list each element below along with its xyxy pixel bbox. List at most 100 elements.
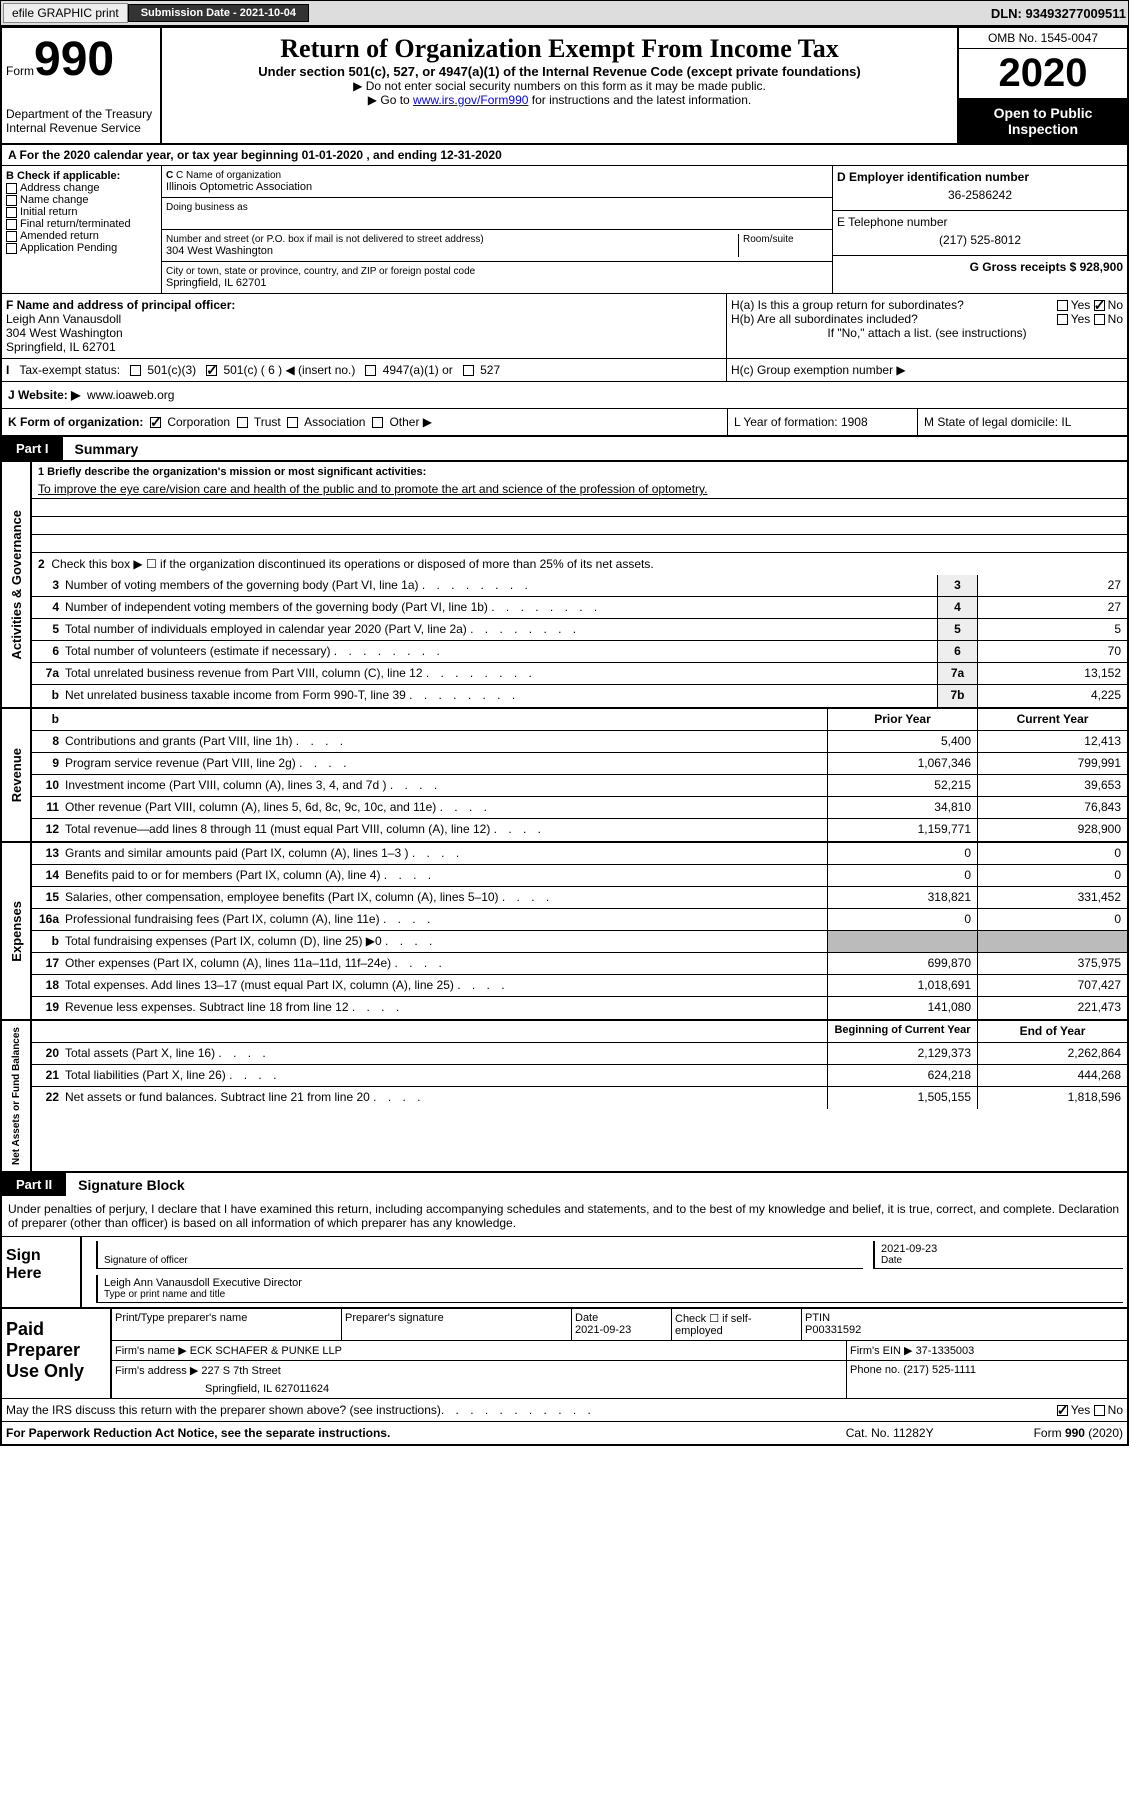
chk-name[interactable] [6, 195, 17, 206]
vlabel-expenses: Expenses [7, 895, 26, 968]
main-title: Return of Organization Exempt From Incom… [168, 34, 951, 64]
current-20: 2,262,864 [977, 1043, 1127, 1064]
prior-9: 1,067,346 [827, 753, 977, 774]
footer-left: For Paperwork Reduction Act Notice, see … [6, 1426, 390, 1440]
discuss-text: May the IRS discuss this return with the… [6, 1403, 441, 1417]
col-c: C C Name of organizationIllinois Optomet… [162, 166, 832, 293]
mission-text: To improve the eye care/vision care and … [32, 482, 1127, 499]
chk-assoc[interactable] [287, 417, 298, 428]
current-17: 375,975 [977, 953, 1127, 974]
prior-21: 624,218 [827, 1065, 977, 1086]
hdr-end: End of Year [977, 1021, 1127, 1042]
form-label: Form [6, 64, 34, 78]
org-city: Springfield, IL 62701 [166, 277, 828, 289]
dln-text: DLN: 93493277009511 [991, 6, 1126, 21]
chk-hb-no[interactable] [1094, 314, 1105, 325]
org-name: Illinois Optometric Association [166, 181, 828, 193]
footer: For Paperwork Reduction Act Notice, see … [2, 1421, 1127, 1444]
ein: 36-2586242 [837, 184, 1123, 206]
tax-status-cell: I Tax-exempt status: 501(c)(3) 501(c) ( … [2, 359, 727, 381]
part1-title: Summary [63, 441, 139, 457]
firm-phone: (217) 525-1111 [903, 1364, 976, 1376]
ptin: P00331592 [805, 1324, 861, 1336]
chk-other[interactable] [372, 417, 383, 428]
chk-corp[interactable] [150, 417, 161, 428]
k-cell: K Form of organization: Corporation Trus… [2, 409, 727, 435]
form-number: 990 [34, 33, 114, 86]
inspection-label: Open to Public Inspection [959, 99, 1127, 143]
part1-tab: Part I [2, 437, 63, 460]
perjury-text: Under penalties of perjury, I declare th… [2, 1196, 1127, 1236]
subtitle: Under section 501(c), 527, or 4947(a)(1)… [168, 64, 951, 79]
current-9: 799,991 [977, 753, 1127, 774]
chk-ha-yes[interactable] [1057, 300, 1068, 311]
title-cell: Return of Organization Exempt From Incom… [162, 28, 957, 143]
omb: OMB No. 1545-0047 [959, 28, 1127, 49]
current-14: 0 [977, 865, 1127, 886]
hdr-prior: Prior Year [827, 709, 977, 730]
part2-header: Part II Signature Block [2, 1171, 1127, 1196]
org-address: 304 West Washington [166, 245, 738, 257]
row-a: A For the 2020 calendar year, or tax yea… [2, 145, 1127, 166]
chk-hb-yes[interactable] [1057, 314, 1068, 325]
prior-14: 0 [827, 865, 977, 886]
prior-16a: 0 [827, 909, 977, 930]
prior-11: 34,810 [827, 797, 977, 818]
current-15: 331,452 [977, 887, 1127, 908]
efile-button[interactable]: efile GRAPHIC print [3, 3, 128, 23]
prior-22: 1,505,155 [827, 1087, 977, 1109]
chk-4947[interactable] [365, 365, 376, 376]
l-cell: L Year of formation: 1908 [727, 409, 917, 435]
chk-527[interactable] [463, 365, 474, 376]
line2-text: Check this box ▶ ☐ if the organization d… [51, 557, 653, 571]
form-990: Form990 Department of the Treasury Inter… [0, 26, 1129, 1446]
hdr-begin: Beginning of Current Year [827, 1021, 977, 1042]
prior-13: 0 [827, 843, 977, 864]
dept-label: Department of the Treasury [6, 107, 156, 121]
irs-label: Internal Revenue Service [6, 121, 156, 135]
officer-name: Leigh Ann Vanausdoll Executive Director [104, 1277, 1121, 1289]
firm-ein: 37-1335003 [916, 1345, 975, 1357]
prior-10: 52,215 [827, 775, 977, 796]
submission-button[interactable]: Submission Date - 2021-10-04 [128, 4, 309, 22]
gross-receipts: G Gross receipts $ 928,900 [970, 260, 1123, 274]
current-13: 0 [977, 843, 1127, 864]
chk-address[interactable] [6, 183, 17, 194]
col-d: D Employer identification number36-25862… [832, 166, 1127, 293]
chk-discuss-no[interactable] [1094, 1405, 1105, 1416]
chk-initial[interactable] [6, 207, 17, 218]
chk-amended[interactable] [6, 231, 17, 242]
current-16a: 0 [977, 909, 1127, 930]
value-4: 27 [977, 597, 1127, 618]
year-cell: OMB No. 1545-0047 2020 Open to Public In… [957, 28, 1127, 143]
chk-501c[interactable] [206, 365, 217, 376]
prior-b [827, 931, 977, 952]
chk-pending[interactable] [6, 243, 17, 254]
current-8: 12,413 [977, 731, 1127, 752]
current-10: 39,653 [977, 775, 1127, 796]
website-cell: J Website: ▶ www.ioaweb.org [2, 382, 1127, 408]
prior-19: 141,080 [827, 997, 977, 1019]
prior-18: 1,018,691 [827, 975, 977, 996]
value-6: 70 [977, 641, 1127, 662]
m-cell: M State of legal domicile: IL [917, 409, 1127, 435]
f-cell: F Name and address of principal officer:… [2, 294, 727, 358]
chk-trust[interactable] [237, 417, 248, 428]
current-21: 444,268 [977, 1065, 1127, 1086]
prior-12: 1,159,771 [827, 819, 977, 841]
phone: (217) 525-8012 [837, 229, 1123, 251]
current-12: 928,900 [977, 819, 1127, 841]
vlabel-revenue: Revenue [7, 742, 26, 808]
chk-501c3[interactable] [130, 365, 141, 376]
header-bar: efile GRAPHIC print Submission Date - 20… [0, 0, 1129, 26]
prior-8: 5,400 [827, 731, 977, 752]
cat-no: Cat. No. 11282Y [846, 1426, 934, 1440]
col-b: B Check if applicable: Address change Na… [2, 166, 162, 293]
chk-ha-no[interactable] [1094, 300, 1105, 311]
value-5: 5 [977, 619, 1127, 640]
irs-link[interactable]: www.irs.gov/Form990 [413, 93, 528, 107]
value-7b: 4,225 [977, 685, 1127, 707]
chk-final[interactable] [6, 219, 17, 230]
footer-right: Form 990 (2020) [1034, 1426, 1123, 1440]
chk-discuss-yes[interactable] [1057, 1405, 1068, 1416]
